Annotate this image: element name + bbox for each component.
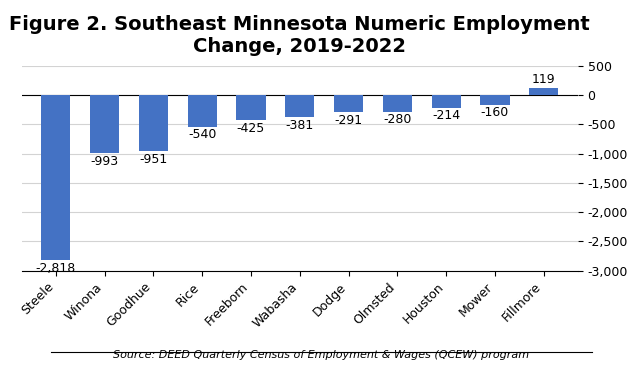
- Title: Figure 2. Southeast Minnesota Numeric Employment
Change, 2019-2022: Figure 2. Southeast Minnesota Numeric Em…: [10, 15, 590, 56]
- Text: -540: -540: [188, 128, 216, 142]
- Text: -993: -993: [91, 155, 118, 168]
- Text: Source: DEED Quarterly Census of Employment & Wages (QCEW) program: Source: DEED Quarterly Census of Employm…: [113, 350, 530, 360]
- Text: -425: -425: [237, 122, 265, 135]
- Text: -381: -381: [285, 119, 314, 132]
- Bar: [383, 95, 412, 112]
- Bar: [431, 95, 461, 108]
- Text: -214: -214: [432, 109, 460, 123]
- Bar: [237, 95, 266, 120]
- Bar: [334, 95, 363, 112]
- Text: -2,818: -2,818: [35, 262, 76, 275]
- Text: -280: -280: [383, 113, 412, 126]
- Bar: [41, 95, 71, 260]
- Bar: [139, 95, 168, 151]
- Bar: [529, 88, 558, 95]
- Bar: [285, 95, 314, 117]
- Text: -291: -291: [334, 114, 363, 127]
- Text: -951: -951: [140, 153, 167, 166]
- Bar: [480, 95, 510, 105]
- Bar: [90, 95, 119, 153]
- Text: 119: 119: [532, 73, 556, 86]
- Text: -160: -160: [481, 106, 509, 119]
- Bar: [188, 95, 217, 127]
